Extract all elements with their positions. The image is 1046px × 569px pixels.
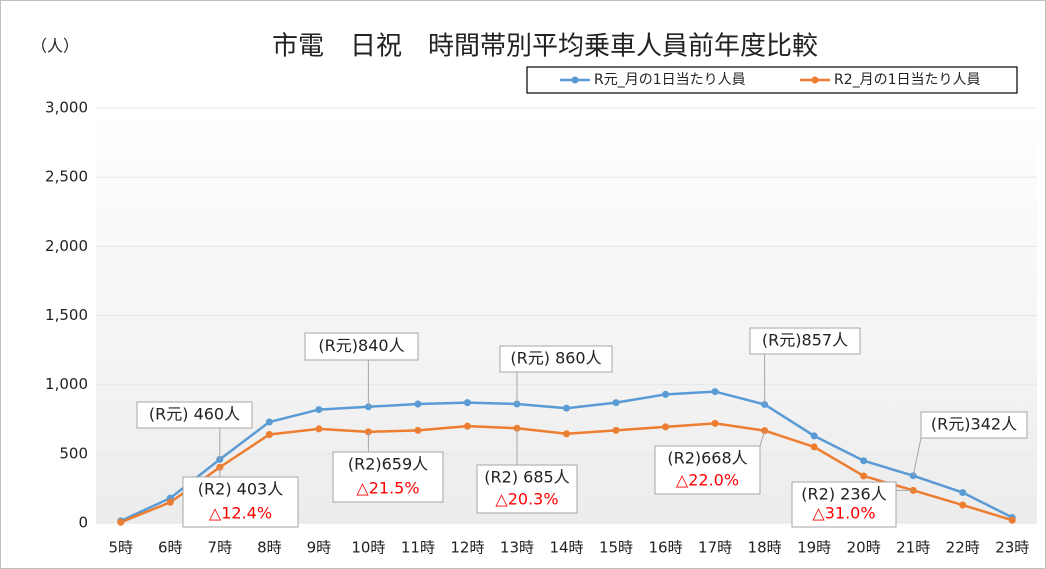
chart-title: 市電 日祝 時間帯別平均乗車人員前年度比較 [272,32,818,62]
callout-text: (R2)659人 [348,455,428,474]
data-point [959,489,967,497]
data-point [662,423,670,431]
y-axis-unit: （人） [31,37,79,56]
callout-text: (R元) 860人 [510,349,601,368]
callout-text: (R2) 685人 [484,468,569,487]
callout-change: △21.5% [356,479,419,498]
data-point [662,390,670,398]
callout-box [182,476,299,528]
data-point [315,425,323,433]
x-tick-label: 9時 [307,539,332,557]
callout-change: △12.4% [209,504,272,523]
y-tick-label: 500 [59,444,88,462]
callout-change: △22.0% [676,471,739,490]
callout-text: (R元)840人 [318,336,404,355]
x-tick-label: 5時 [108,539,133,557]
legend-marker [811,76,819,84]
legend-marker [571,76,579,84]
callout-text: (R元) 460人 [149,405,240,424]
data-point [612,426,620,434]
x-tick-label: 6時 [158,539,183,557]
x-tick-label: 8時 [257,539,282,557]
data-point [315,406,323,414]
y-tick-label: 0 [78,514,88,532]
data-point [711,388,719,396]
y-tick-label: 1,000 [45,375,88,393]
callout-box [499,345,613,373]
data-point [563,430,570,438]
data-point [711,419,719,427]
data-point [265,430,273,438]
x-tick-label: 7時 [208,539,233,557]
callout-box [136,401,253,429]
callout-text: (R2)668人 [667,449,747,468]
callout-box [749,327,861,355]
data-point [959,501,967,509]
y-tick-label: 2,500 [45,168,88,186]
legend-box [526,66,1018,94]
data-point [414,400,422,408]
data-point [166,498,174,506]
data-point [1008,516,1016,524]
data-point [810,432,818,440]
callout-text: (R2) 403人 [198,480,283,499]
y-tick-label: 2,000 [45,237,88,255]
callout-box [654,445,761,495]
data-point [117,518,125,526]
callout-box [920,411,1028,439]
x-tick-label: 16時 [649,539,683,557]
callout-leader [759,430,766,447]
x-tick-label: 18時 [748,539,782,557]
x-tick-label: 12時 [450,539,484,557]
data-point [265,418,273,426]
x-tick-label: 10時 [351,539,385,557]
data-point [563,404,570,412]
data-point [612,399,620,407]
x-tick-label: 15時 [599,539,633,557]
data-point [860,457,868,465]
callout-box [332,451,444,503]
callout-text: (R2) 236人 [801,485,886,504]
x-tick-label: 13時 [500,539,534,557]
data-point [463,422,471,430]
data-point [414,426,422,434]
legend-label: R2_月の1日当たり人員 [834,72,981,88]
x-tick-label: 23時 [995,539,1029,557]
x-tick-label: 22時 [946,539,980,557]
y-tick-label: 1,500 [45,306,88,324]
data-point [463,399,471,407]
callout-leader [912,437,922,476]
x-tick-label: 21時 [896,539,930,557]
callout-change: △20.3% [495,490,558,509]
callout-text: (R元)857人 [762,331,848,350]
data-point [860,472,868,480]
x-tick-label: 14時 [549,539,583,557]
legend-label: R元_月の1日当たり人員 [594,72,746,88]
x-tick-label: 19時 [797,539,831,557]
callout-box [304,332,419,361]
y-tick-label: 3,000 [45,99,88,117]
callout-box [476,464,578,514]
x-tick-label: 11時 [401,539,435,557]
data-point [810,443,818,451]
callout-text: (R元)342人 [931,415,1017,434]
x-tick-label: 20時 [847,539,881,557]
callout-box [791,481,897,528]
x-tick-label: 17時 [698,539,732,557]
callout-change: △31.0% [812,504,875,523]
